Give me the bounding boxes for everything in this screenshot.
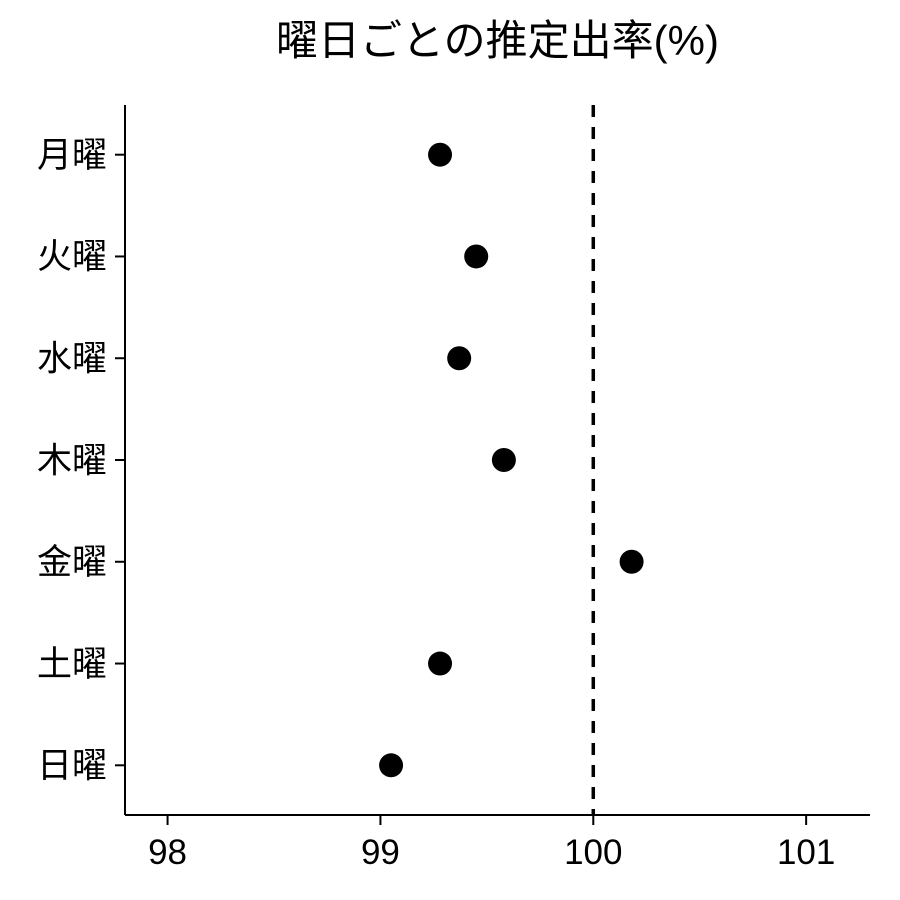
data-point <box>428 652 452 676</box>
y-tick-label: 土曜 <box>37 645 107 684</box>
x-tick-label: 100 <box>564 833 622 872</box>
y-tick-label: 金曜 <box>37 543 107 582</box>
y-tick-label: 水曜 <box>37 339 107 378</box>
x-tick-label: 98 <box>148 833 187 872</box>
y-tick-label: 木曜 <box>37 441 107 480</box>
chart-container: 曜日ごとの推定出率(%) 98 99 100 101 月曜火曜水曜木曜金曜土曜日曜 <box>0 0 900 900</box>
chart-title: 曜日ごとの推定出率(%) <box>276 17 719 64</box>
data-point <box>447 346 471 370</box>
x-tick-label: 99 <box>361 833 400 872</box>
data-point <box>428 143 452 167</box>
y-tick-label: 日曜 <box>37 747 107 786</box>
y-tick-label: 火曜 <box>37 238 107 277</box>
x-tick-label: 101 <box>777 833 835 872</box>
y-tick-label: 月曜 <box>37 136 107 175</box>
data-point <box>379 753 403 777</box>
data-point <box>464 244 488 268</box>
data-point <box>620 550 644 574</box>
dot-plot-chart: 曜日ごとの推定出率(%) 98 99 100 101 月曜火曜水曜木曜金曜土曜日曜 <box>0 0 900 900</box>
data-point <box>492 448 516 472</box>
